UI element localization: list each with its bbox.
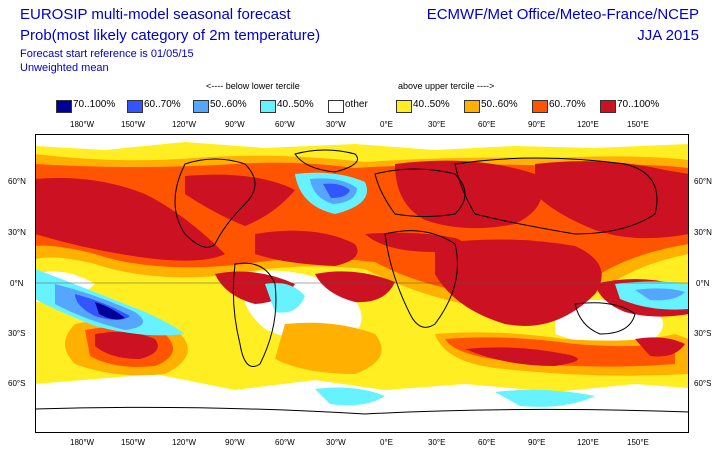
forecast-reference: Forecast start reference is 01/05/15 (20, 48, 194, 60)
lat-label-right-60s: 60°S (694, 379, 712, 388)
lon-label-top-120e: 120°E (577, 120, 599, 129)
lon-label-top-120w: 120°W (172, 120, 197, 129)
legend-label-above-60-70: 60..70% (549, 99, 586, 110)
lat-label-left-60n: 60°N (8, 177, 26, 186)
lon-label-top-180w: 180°W (70, 120, 95, 129)
map-subtitle: Prob(most likely category of 2m temperat… (20, 27, 321, 44)
legend-swatch-above-60-70 (532, 100, 548, 113)
legend-swatch-below-40-50 (260, 100, 276, 113)
forecast-map (35, 134, 689, 433)
map-title: EUROSIP multi-model seasonal forecast (20, 6, 291, 23)
lon-label-bottom-0e: 0°E (380, 438, 393, 447)
color-legend: 70..100% 60..70% 50..60% 40..50% other 4… (0, 98, 723, 114)
lon-label-bottom-30e: 30°E (428, 438, 446, 447)
legend-label-below-70-100: 70..100% (73, 99, 116, 110)
lon-label-top-30w: 30°W (326, 120, 346, 129)
lon-label-bottom-90e: 90°E (528, 438, 546, 447)
centres-label: ECMWF/Met Office/Meteo-France/NCEP (426, 6, 699, 23)
legend-label-above-70-100: 70..100% (617, 99, 660, 110)
legend-swatch-below-50-60 (193, 100, 209, 113)
legend-above-label: above upper tercile ----> (398, 81, 495, 91)
lon-label-top-30e: 30°E (428, 120, 446, 129)
probability-field (35, 134, 689, 433)
lon-label-bottom-60w: 60°W (275, 438, 295, 447)
legend-label-below-40-50: 40..50% (277, 99, 314, 110)
legend-swatch-below-60-70 (127, 100, 143, 113)
lon-label-bottom-90w: 90°W (225, 438, 245, 447)
legend-label-above-50-60: 50..60% (481, 99, 518, 110)
lon-label-bottom-60e: 60°E (478, 438, 496, 447)
legend-swatch-other (328, 100, 344, 113)
lon-label-top-90w: 90°W (225, 120, 245, 129)
lat-label-left-30s: 30°S (8, 329, 26, 338)
season-label: JJA 2015 (637, 27, 699, 44)
lon-label-top-90e: 90°E (528, 120, 546, 129)
map-frame (35, 134, 689, 433)
lon-label-bottom-120w: 120°W (172, 438, 197, 447)
legend-label-above-40-50: 40..50% (413, 99, 450, 110)
legend-swatch-above-50-60 (464, 100, 480, 113)
legend-label-below-60-70: 60..70% (144, 99, 181, 110)
legend-label-other: other (345, 99, 368, 110)
lon-label-bottom-30w: 30°W (326, 438, 346, 447)
weighting-note: Unweighted mean (20, 62, 109, 74)
lat-label-right-0n: 0°N (696, 279, 710, 288)
lon-label-bottom-120e: 120°E (577, 438, 599, 447)
legend-label-below-50-60: 50..60% (210, 99, 247, 110)
lat-label-right-30s: 30°S (694, 329, 712, 338)
legend-swatch-below-70-100 (56, 100, 72, 113)
lat-label-left-60s: 60°S (8, 379, 26, 388)
lon-label-top-60e: 60°E (478, 120, 496, 129)
lon-label-top-150w: 150°W (121, 120, 146, 129)
lat-label-right-30n: 30°N (694, 228, 712, 237)
lon-label-top-0e: 0°E (380, 120, 393, 129)
legend-swatch-above-40-50 (396, 100, 412, 113)
lat-label-right-60n: 60°N (694, 177, 712, 186)
legend-swatch-above-70-100 (600, 100, 616, 113)
lat-label-left-0n: 0°N (10, 279, 24, 288)
lon-label-top-60w: 60°W (275, 120, 295, 129)
lat-label-left-30n: 30°N (8, 228, 26, 237)
lon-label-bottom-180w: 180°W (70, 438, 95, 447)
lon-label-top-150e: 150°E (627, 120, 649, 129)
coastlines (35, 149, 689, 415)
legend-below-label: <---- below lower tercile (206, 81, 300, 91)
lon-label-bottom-150e: 150°E (627, 438, 649, 447)
lon-label-bottom-150w: 150°W (121, 438, 146, 447)
